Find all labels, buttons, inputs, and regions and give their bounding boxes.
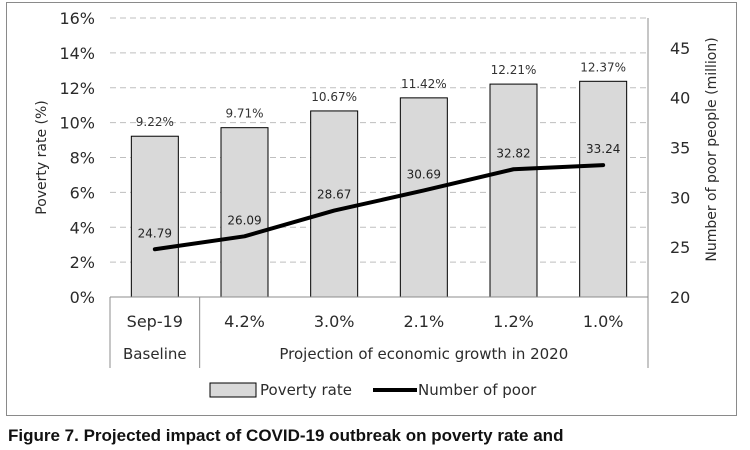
line-value-label: 24.79 bbox=[138, 226, 172, 240]
y-left-tick-label: 2% bbox=[70, 253, 95, 272]
bar-poverty-rate bbox=[579, 80, 628, 298]
y-left-tick-label: 14% bbox=[59, 44, 95, 63]
x-tick-label: 4.2% bbox=[224, 312, 265, 331]
figure-caption: Figure 7. Projected impact of COVID-19 o… bbox=[8, 426, 564, 445]
chart-frame bbox=[6, 2, 737, 416]
y-left-tick-label: 6% bbox=[70, 183, 95, 202]
bar-poverty-rate bbox=[130, 135, 179, 298]
bar-value-label: 12.21% bbox=[491, 63, 537, 77]
bar-poverty-rate bbox=[310, 110, 359, 298]
legend-label-poverty-rate: Poverty rate bbox=[260, 381, 352, 399]
y-right-tick-label: 40 bbox=[670, 89, 690, 108]
y-left-axis-title: Poverty rate (%) bbox=[34, 100, 50, 215]
y-left-tick-label: 8% bbox=[70, 149, 95, 168]
chart: 0% 2% 4% 6% 8% 10% 12% 14% 16% 20 25 30 35 40 45 Povert… bbox=[34, 9, 720, 399]
y-right-tick-label: 35 bbox=[670, 139, 690, 158]
bar-value-label: 9.22% bbox=[136, 115, 174, 129]
y-left-tick-label: 4% bbox=[70, 218, 95, 237]
bar-value-label: 10.67% bbox=[311, 90, 357, 104]
line-value-label: 28.67 bbox=[317, 188, 351, 202]
bar-value-label: 11.42% bbox=[401, 77, 447, 91]
legend-swatch-poverty-rate bbox=[209, 382, 257, 398]
y-left-tick-label: 12% bbox=[59, 79, 95, 98]
bar-value-label: 12.37% bbox=[580, 60, 626, 74]
y-right-tick-label: 45 bbox=[670, 39, 690, 58]
line-value-label: 32.82 bbox=[496, 146, 530, 160]
legend-label-number-of-poor: Number of poor bbox=[418, 381, 537, 399]
bar-poverty-rate bbox=[399, 97, 448, 298]
x-tick-label: 3.0% bbox=[314, 312, 355, 331]
y-right-tick-label: 25 bbox=[670, 238, 690, 257]
bar-poverty-rate bbox=[489, 83, 538, 298]
x-tick-label: Sep-19 bbox=[127, 312, 183, 331]
line-value-label: 26.09 bbox=[227, 213, 261, 227]
category-group-label: Baseline bbox=[123, 345, 187, 363]
y-right-tick-label: 30 bbox=[670, 188, 690, 207]
x-tick-label: 1.2% bbox=[493, 312, 534, 331]
bar-value-label: 9.71% bbox=[225, 107, 263, 121]
x-tick-label: 2.1% bbox=[404, 312, 445, 331]
y-left-tick-label: 16% bbox=[59, 9, 95, 28]
category-group-label: Projection of economic growth in 2020 bbox=[279, 345, 568, 363]
y-right-tick-label: 20 bbox=[670, 288, 690, 307]
y-left-tick-label: 10% bbox=[59, 114, 95, 133]
line-number-of-poor bbox=[152, 163, 606, 252]
y-right-axis-title: Number of poor people (million) bbox=[704, 37, 720, 261]
line-value-label: 33.24 bbox=[586, 142, 620, 156]
x-tick-label: 1.0% bbox=[583, 312, 624, 331]
y-left-tick-label: 0% bbox=[70, 288, 95, 307]
line-value-label: 30.69 bbox=[407, 167, 441, 181]
